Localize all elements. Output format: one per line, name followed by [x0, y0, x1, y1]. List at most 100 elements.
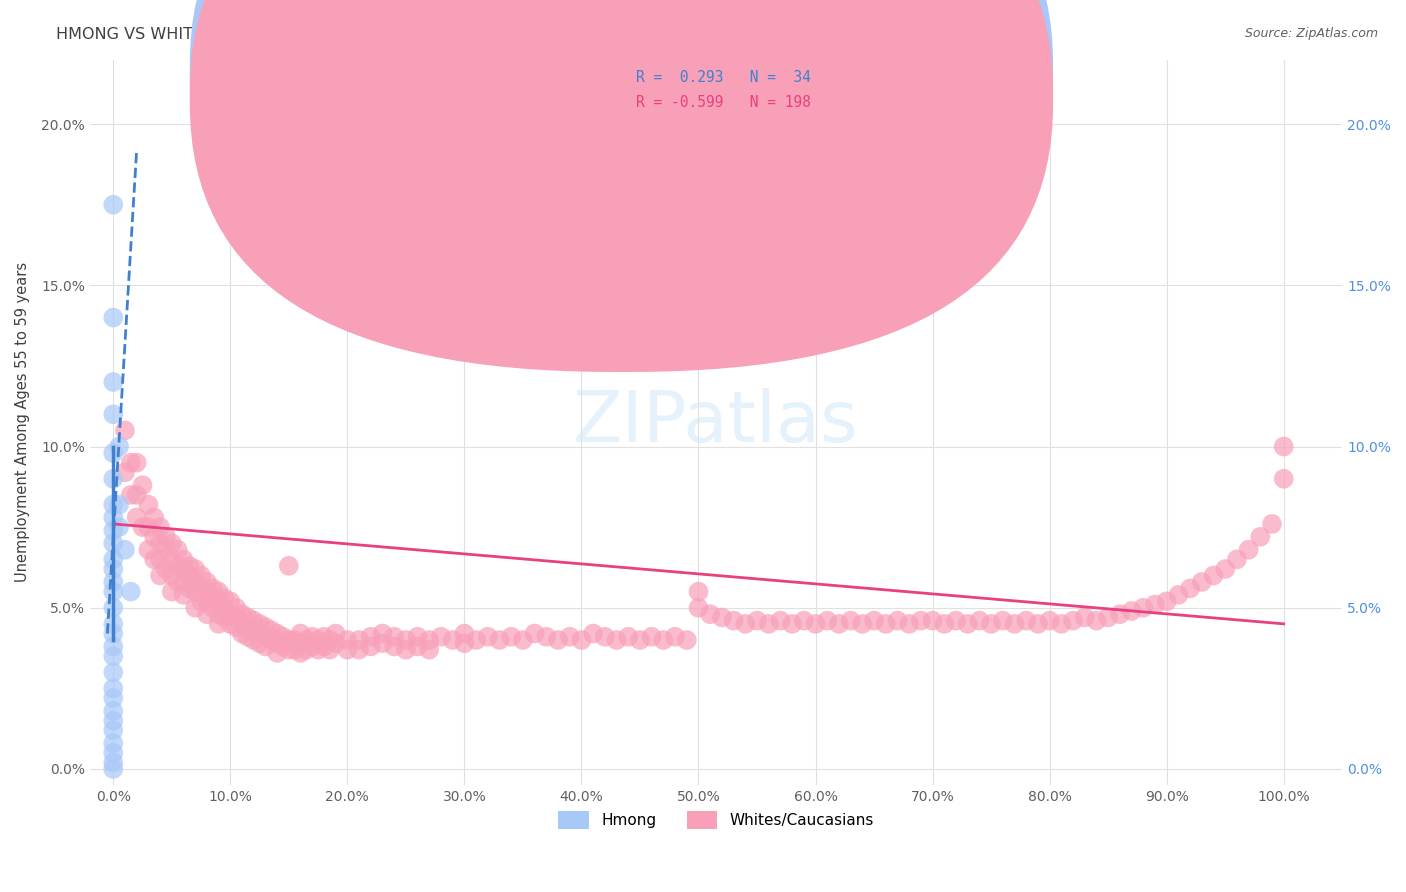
Point [266, 626, 288, 640]
Point [501, 630, 523, 644]
Point [103, 665, 125, 680]
Point [149, 568, 172, 582]
Point [863, 614, 886, 628]
Point [103, 197, 125, 211]
Point [143, 552, 166, 566]
Point [214, 600, 236, 615]
Text: R =  0.293   N =  34: R = 0.293 N = 34 [636, 70, 810, 85]
Point [260, 624, 283, 638]
Point [277, 558, 299, 573]
Point [1191, 574, 1213, 589]
Point [190, 568, 212, 582]
Point [103, 574, 125, 589]
Point [231, 607, 253, 622]
Point [1261, 516, 1284, 531]
Point [103, 649, 125, 664]
Point [242, 624, 264, 638]
Point [103, 552, 125, 566]
Point [406, 640, 429, 654]
Point [319, 642, 342, 657]
Point [675, 632, 697, 647]
Point [131, 478, 153, 492]
Point [166, 558, 188, 573]
Point [207, 594, 229, 608]
Point [640, 630, 662, 644]
Point [1132, 600, 1154, 615]
Point [103, 626, 125, 640]
Point [804, 616, 827, 631]
Point [225, 620, 247, 634]
Point [441, 632, 464, 647]
Point [290, 626, 312, 640]
Point [430, 630, 453, 644]
Point [114, 424, 136, 438]
Point [512, 632, 534, 647]
Point [453, 636, 475, 650]
Text: Source: ZipAtlas.com: Source: ZipAtlas.com [1244, 27, 1378, 40]
Point [249, 616, 271, 631]
Point [236, 610, 259, 624]
Point [219, 607, 242, 622]
Point [160, 568, 183, 582]
Point [138, 498, 160, 512]
Point [138, 542, 160, 557]
Point [166, 574, 188, 589]
Point [606, 632, 628, 647]
Point [143, 510, 166, 524]
Point [382, 640, 405, 654]
Y-axis label: Unemployment Among Ages 55 to 59 years: Unemployment Among Ages 55 to 59 years [15, 262, 30, 582]
Point [103, 584, 125, 599]
Point [249, 626, 271, 640]
Point [103, 746, 125, 760]
Point [1121, 604, 1143, 618]
Point [758, 616, 780, 631]
Point [184, 562, 207, 576]
Point [219, 616, 242, 631]
Point [1108, 607, 1130, 622]
Point [956, 616, 979, 631]
Point [1062, 614, 1084, 628]
Point [617, 630, 640, 644]
Point [108, 520, 131, 534]
Point [225, 600, 247, 615]
Point [910, 614, 932, 628]
Point [160, 552, 183, 566]
Point [214, 591, 236, 605]
Point [360, 630, 382, 644]
Point [875, 616, 897, 631]
Point [301, 630, 323, 644]
Point [851, 616, 873, 631]
Point [179, 568, 201, 582]
Point [195, 607, 218, 622]
Point [1004, 616, 1026, 631]
Point [395, 632, 418, 647]
Point [195, 594, 218, 608]
Point [120, 584, 142, 599]
Point [179, 582, 201, 596]
Point [254, 630, 277, 644]
Point [652, 632, 675, 647]
Point [347, 632, 370, 647]
Point [103, 704, 125, 718]
Point [307, 632, 329, 647]
Point [207, 616, 229, 631]
Point [125, 510, 148, 524]
Point [138, 520, 160, 534]
Point [1272, 472, 1295, 486]
Point [477, 630, 499, 644]
Point [319, 632, 342, 647]
Point [453, 626, 475, 640]
Point [103, 756, 125, 770]
Point [295, 632, 318, 647]
Point [418, 632, 440, 647]
Point [688, 600, 710, 615]
Text: ZIPatlas: ZIPatlas [574, 388, 859, 457]
Point [307, 642, 329, 657]
Point [254, 620, 277, 634]
Point [336, 642, 359, 657]
Point [488, 632, 510, 647]
Point [201, 582, 224, 596]
Point [149, 520, 172, 534]
Point [571, 632, 593, 647]
Point [465, 632, 488, 647]
